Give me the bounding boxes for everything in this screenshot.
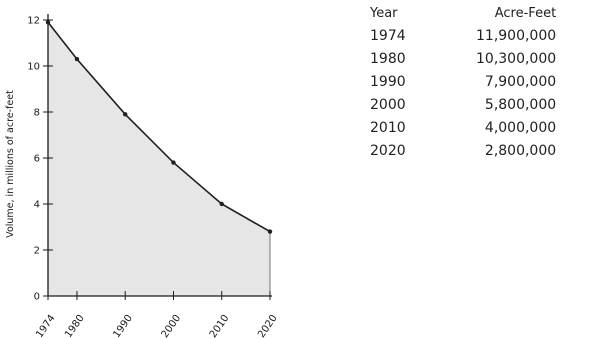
acre-feet-cell: 5,800,000 xyxy=(484,97,557,113)
table-row: 2010 4,000,000 xyxy=(370,117,556,140)
x-tick-label-2010: 2010 xyxy=(208,313,232,339)
y-tick-label-12: 12 xyxy=(27,16,40,27)
table-row: 1974 11,900,000 xyxy=(370,25,556,48)
data-table: Year Acre-Feet 1974 11,900,000 1980 10,3… xyxy=(370,6,556,163)
area-chart: 0 2 4 6 8 10 12 1974 1980 1990 2000 2010 2020 Volume,… xyxy=(5,14,280,339)
header-acre-feet: Acre-Feet xyxy=(494,6,557,21)
y-tick-label-8: 8 xyxy=(34,108,40,119)
table-row: 2020 2,800,000 xyxy=(370,140,556,163)
y-tick-label-10: 10 xyxy=(27,62,40,73)
table-row: 1990 7,900,000 xyxy=(370,71,556,94)
table-row: 2000 5,800,000 xyxy=(370,94,556,117)
table-header-row: Year Acre-Feet xyxy=(370,6,556,25)
year-cell: 2020 xyxy=(370,143,406,159)
x-tick-label-2020: 2020 xyxy=(256,313,280,339)
year-cell: 2010 xyxy=(370,120,406,136)
acre-feet-cell: 2,800,000 xyxy=(484,143,557,159)
data-point-2020 xyxy=(267,229,273,234)
year-cell: 2000 xyxy=(370,97,406,113)
data-line xyxy=(47,21,271,233)
chart-svg: 0 2 4 6 8 10 12 1974 1980 1990 2000 2010 2020 Volume,… xyxy=(5,14,280,339)
data-point-1974 xyxy=(45,20,51,25)
acre-feet-cell: 7,900,000 xyxy=(484,74,557,90)
data-point-1990 xyxy=(123,112,128,117)
acre-feet-cell: 10,300,000 xyxy=(476,51,557,67)
data-point-2010 xyxy=(219,201,224,207)
data-point-1980 xyxy=(74,56,80,62)
acre-feet-cell: 4,000,000 xyxy=(484,120,557,136)
y-tick-label-0: 0 xyxy=(34,292,40,303)
y-tick-label-4: 4 xyxy=(34,200,40,211)
table-row: 1980 10,300,000 xyxy=(370,48,556,71)
area-fill xyxy=(48,22,270,297)
x-tick-label-1974: 1974 xyxy=(34,313,58,339)
y-tick-label-6: 6 xyxy=(34,154,40,165)
year-cell: 1974 xyxy=(370,28,406,44)
x-tick-label-2000: 2000 xyxy=(160,313,184,339)
y-axis-title: Volume, in millions of acre-feet xyxy=(5,90,16,238)
x-tick-label-1980: 1980 xyxy=(63,313,87,339)
y-tick-label-2: 2 xyxy=(34,246,40,257)
year-cell: 1990 xyxy=(370,74,406,90)
year-cell: 1980 xyxy=(370,51,406,67)
header-year: Year xyxy=(370,6,398,21)
x-tick-label-1990: 1990 xyxy=(111,313,135,339)
data-point-2000 xyxy=(171,160,176,165)
acre-feet-cell: 11,900,000 xyxy=(476,28,557,44)
